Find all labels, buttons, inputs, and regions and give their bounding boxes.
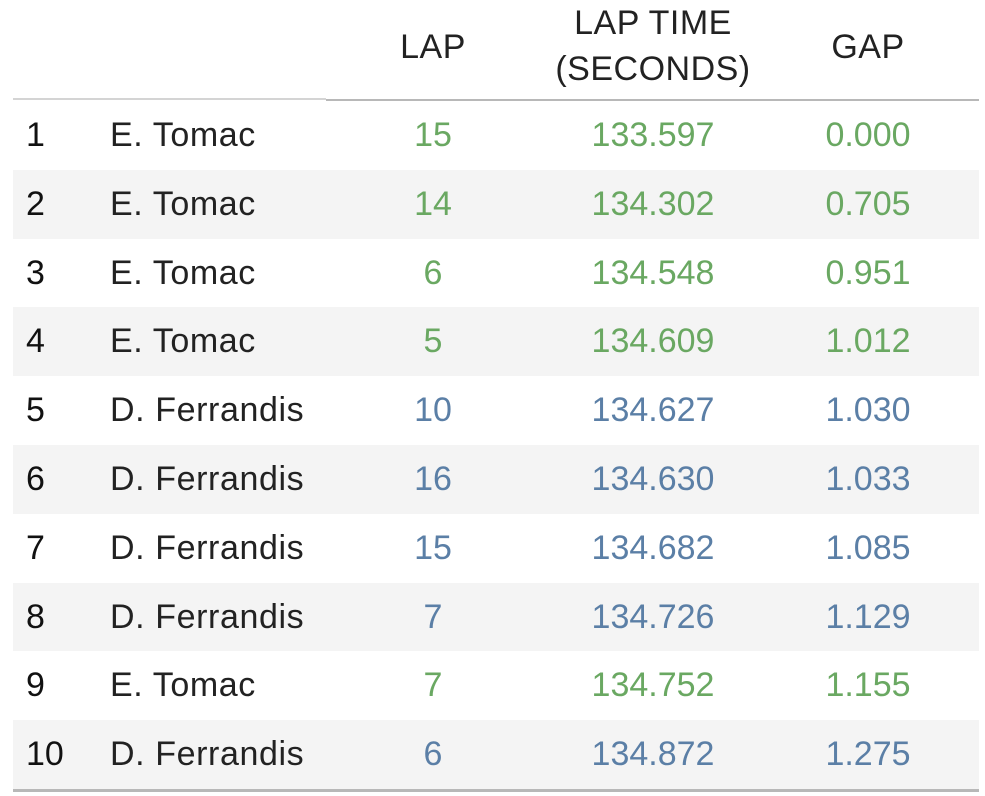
header-lap-time-line2: (SECONDS) — [555, 50, 751, 88]
rider-cell: D. Ferrandis — [110, 391, 305, 430]
rider-cell: D. Ferrandis — [110, 597, 305, 636]
lap-cell: 10 — [414, 391, 452, 430]
rank-cell: 9 — [26, 666, 45, 705]
lap-cell: 15 — [414, 116, 452, 154]
lap-time-cell: 134.302 — [591, 184, 715, 223]
table-row: 5 D. Ferrandis 10 134.627 1.030 — [13, 376, 979, 445]
rank-cell: 5 — [26, 391, 45, 430]
rider-cell: D. Ferrandis — [110, 735, 305, 774]
header-divider-left — [13, 98, 326, 100]
header-lap-time: LAP TIME (SECONDS) — [535, 0, 771, 92]
gap-cell: 1.012 — [825, 322, 911, 361]
lap-cell: 6 — [423, 735, 443, 774]
lap-time-cell: 134.627 — [591, 391, 715, 430]
table-row: 3 E. Tomac 6 134.548 0.951 — [13, 239, 979, 308]
table-row: 4 E. Tomac 5 134.609 1.012 — [13, 307, 979, 377]
rider-cell: D. Ferrandis — [110, 459, 305, 498]
rank-cell: 4 — [26, 322, 45, 361]
rank-cell: 10 — [26, 735, 64, 774]
gap-cell: 1.155 — [825, 666, 911, 705]
gap-cell: 1.033 — [825, 459, 911, 498]
gap-cell: 1.085 — [825, 528, 911, 567]
rank-cell: 8 — [26, 597, 45, 636]
gap-cell: 1.129 — [825, 597, 911, 636]
table-header: LAP LAP TIME (SECONDS) GAP — [13, 0, 979, 101]
lap-time-cell: 134.548 — [591, 253, 715, 292]
lap-time-cell: 134.609 — [591, 322, 715, 361]
table-row: 6 D. Ferrandis 16 134.630 1.033 — [13, 444, 979, 514]
gap-cell: 1.030 — [825, 391, 911, 430]
table-row: 9 E. Tomac 7 134.752 1.155 — [13, 651, 979, 720]
gap-cell: 0.705 — [825, 184, 911, 223]
lap-times-table: LAP LAP TIME (SECONDS) GAP 1 E. Tomac 15 13… — [13, 0, 979, 792]
header-divider-right — [326, 99, 979, 101]
rider-cell: E. Tomac — [110, 322, 256, 361]
lap-cell: 14 — [414, 184, 452, 223]
rider-cell: E. Tomac — [110, 184, 256, 223]
rider-cell: E. Tomac — [110, 666, 256, 705]
header-gap: GAP — [831, 28, 905, 66]
table-body: 1 E. Tomac 15 133.597 0.000 2 E. Tomac 14 134.30… — [13, 101, 979, 789]
rank-cell: 6 — [26, 459, 45, 498]
table-row: 10 D. Ferrandis 6 134.872 1.275 — [13, 720, 979, 789]
rank-cell: 3 — [26, 253, 45, 292]
lap-cell: 6 — [423, 253, 443, 292]
gap-cell: 0.000 — [825, 116, 911, 154]
gap-cell: 1.275 — [825, 735, 911, 774]
lap-cell: 5 — [423, 322, 443, 361]
rider-cell: D. Ferrandis — [110, 528, 305, 567]
table-row: 1 E. Tomac 15 133.597 0.000 — [13, 101, 979, 170]
rider-cell: E. Tomac — [110, 116, 256, 154]
lap-cell: 15 — [414, 528, 452, 567]
lap-time-cell: 134.752 — [591, 666, 715, 705]
header-lap-time-line1: LAP TIME — [574, 4, 732, 42]
lap-cell: 7 — [423, 597, 443, 636]
lap-time-cell: 133.597 — [591, 116, 715, 154]
table-row: 7 D. Ferrandis 15 134.682 1.085 — [13, 514, 979, 583]
lap-time-cell: 134.682 — [591, 528, 715, 567]
rank-cell: 7 — [26, 528, 45, 567]
table-row: 2 E. Tomac 14 134.302 0.705 — [13, 169, 979, 239]
lap-cell: 16 — [414, 459, 452, 498]
lap-cell: 7 — [423, 666, 443, 705]
rank-cell: 2 — [26, 184, 45, 223]
gap-cell: 0.951 — [825, 253, 911, 292]
lap-time-cell: 134.872 — [591, 735, 715, 774]
lap-time-cell: 134.726 — [591, 597, 715, 636]
rider-cell: E. Tomac — [110, 253, 256, 292]
table-bottom-border — [13, 788, 979, 792]
rank-cell: 1 — [26, 116, 45, 154]
header-lap: LAP — [400, 28, 466, 66]
lap-time-cell: 134.630 — [591, 459, 715, 498]
table-row: 8 D. Ferrandis 7 134.726 1.129 — [13, 582, 979, 652]
